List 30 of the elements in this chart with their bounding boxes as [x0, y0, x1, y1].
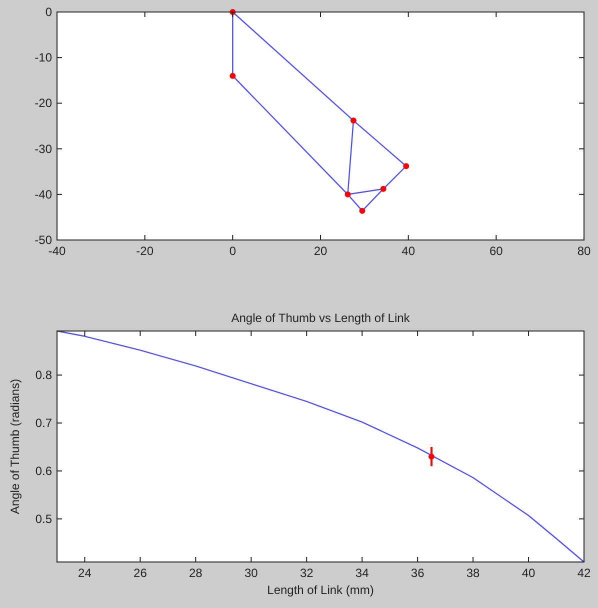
- y-tick-label: 0.5: [35, 512, 52, 526]
- y-tick-label: 0.8: [35, 368, 52, 382]
- x-tick-label: 30: [244, 566, 258, 580]
- x-tick-label: 40: [402, 244, 416, 258]
- x-tick-label: 40: [522, 566, 536, 580]
- x-tick-label: 28: [189, 566, 203, 580]
- y-axis-title: Angle of Thumb (radians): [8, 378, 22, 514]
- y-tick-label: -50: [34, 233, 52, 247]
- x-tick-label: -20: [136, 244, 154, 258]
- x-tick-label: 32: [300, 566, 314, 580]
- y-tick-label: -30: [34, 142, 52, 156]
- x-tick-label: 60: [489, 244, 504, 258]
- x-tick-label: 34: [355, 566, 370, 580]
- x-tick-label: 0: [229, 244, 236, 258]
- x-tick-label: 26: [134, 566, 148, 580]
- x-tick-label: 20: [314, 244, 328, 258]
- y-tick-label: 0: [45, 5, 52, 19]
- x-tick-label: 24: [78, 566, 92, 580]
- x-tick-label: 38: [466, 566, 480, 580]
- x-tick-label: 36: [410, 566, 425, 580]
- x-tick-label: 80: [577, 244, 591, 258]
- x-tick-label: 42: [577, 566, 591, 580]
- x-axis-title: Length of Link (mm): [267, 583, 374, 597]
- y-tick-label: 0.7: [35, 416, 52, 430]
- chart-title: Angle of Thumb vs Length of Link: [231, 311, 411, 325]
- y-tick-label: -10: [34, 50, 52, 65]
- y-tick-label: -40: [34, 187, 52, 202]
- y-tick-label: 0.6: [35, 464, 52, 478]
- x-tick-label: -40: [48, 244, 66, 258]
- y-tick-label: -20: [34, 96, 52, 110]
